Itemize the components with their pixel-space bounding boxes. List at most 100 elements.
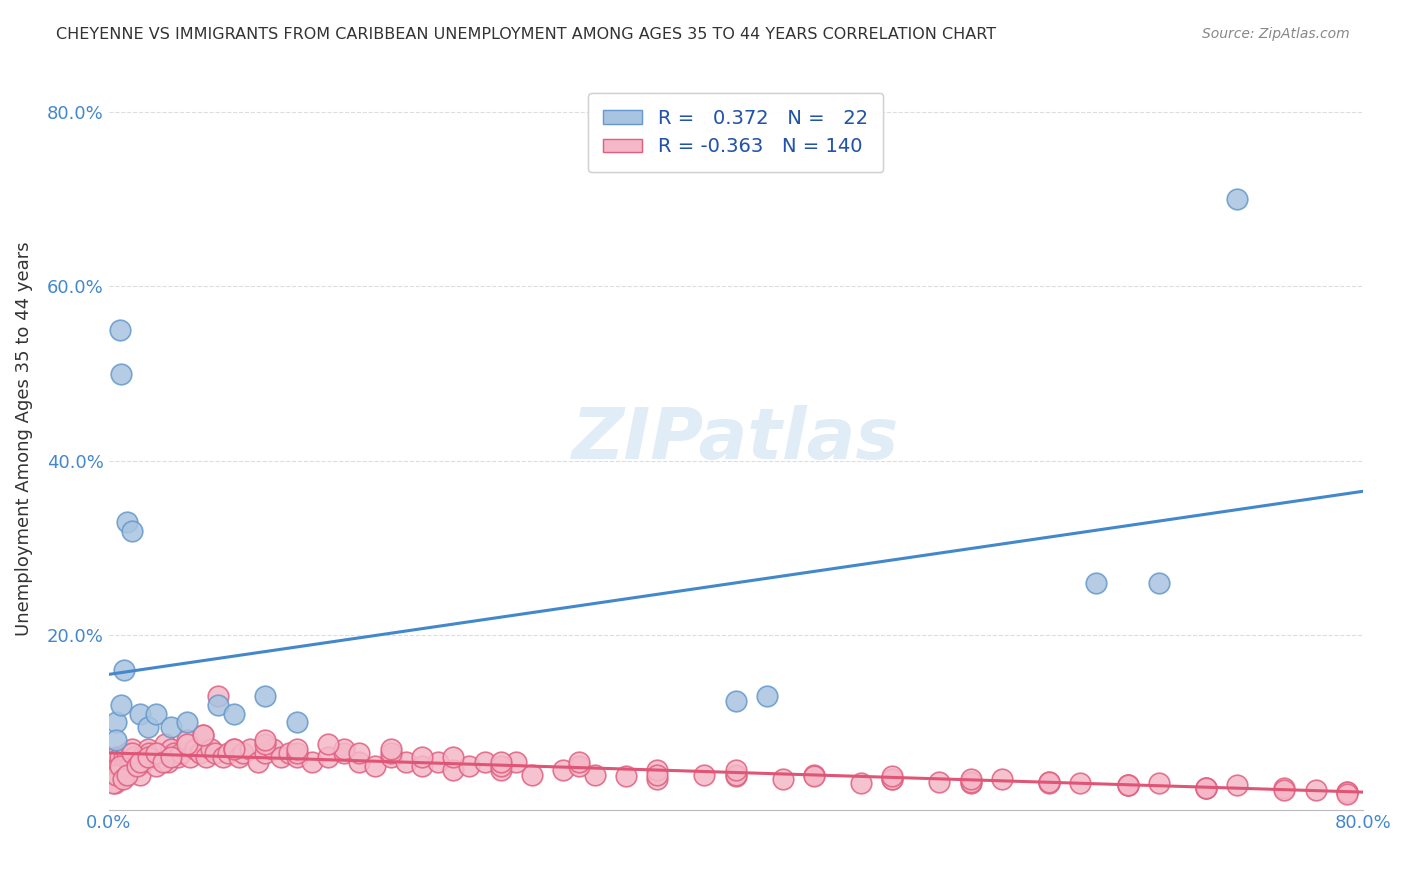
Point bbox=[160, 741, 183, 756]
Point bbox=[112, 759, 135, 773]
Point bbox=[426, 755, 449, 769]
Point bbox=[176, 715, 198, 730]
Point bbox=[1336, 785, 1358, 799]
Point bbox=[228, 750, 250, 764]
Point bbox=[145, 706, 167, 721]
Point bbox=[212, 750, 235, 764]
Point bbox=[849, 776, 872, 790]
Point bbox=[254, 737, 277, 751]
Point bbox=[107, 759, 129, 773]
Point bbox=[772, 772, 794, 786]
Point bbox=[150, 750, 173, 764]
Point bbox=[191, 728, 214, 742]
Point bbox=[112, 663, 135, 677]
Point bbox=[131, 750, 153, 764]
Point bbox=[108, 323, 131, 337]
Point bbox=[122, 750, 145, 764]
Point bbox=[349, 746, 371, 760]
Point bbox=[129, 706, 152, 721]
Point bbox=[1147, 575, 1170, 590]
Point bbox=[270, 750, 292, 764]
Point bbox=[1272, 780, 1295, 795]
Point bbox=[411, 759, 433, 773]
Point bbox=[882, 772, 904, 786]
Point bbox=[204, 746, 226, 760]
Point bbox=[395, 755, 418, 769]
Point bbox=[108, 759, 131, 773]
Point bbox=[277, 746, 299, 760]
Point bbox=[141, 750, 163, 764]
Point bbox=[1147, 776, 1170, 790]
Point bbox=[105, 759, 128, 773]
Point bbox=[364, 759, 387, 773]
Point bbox=[105, 715, 128, 730]
Point bbox=[568, 755, 591, 769]
Point bbox=[184, 741, 207, 756]
Point bbox=[332, 741, 354, 756]
Point bbox=[194, 750, 217, 764]
Point bbox=[117, 767, 139, 781]
Point bbox=[285, 746, 308, 760]
Point bbox=[125, 755, 148, 769]
Point bbox=[1195, 780, 1218, 795]
Point bbox=[121, 746, 143, 760]
Point bbox=[316, 737, 339, 751]
Point bbox=[380, 746, 402, 760]
Point bbox=[285, 750, 308, 764]
Point bbox=[645, 767, 668, 781]
Point bbox=[145, 759, 167, 773]
Point bbox=[152, 755, 174, 769]
Point bbox=[489, 755, 512, 769]
Point bbox=[107, 767, 129, 781]
Point bbox=[246, 755, 269, 769]
Point bbox=[217, 746, 239, 760]
Point bbox=[756, 690, 779, 704]
Point bbox=[411, 750, 433, 764]
Point bbox=[568, 759, 591, 773]
Point bbox=[1336, 785, 1358, 799]
Point bbox=[176, 732, 198, 747]
Point bbox=[222, 741, 245, 756]
Point bbox=[103, 767, 125, 781]
Point bbox=[1305, 783, 1327, 797]
Point bbox=[1085, 575, 1108, 590]
Point bbox=[110, 759, 132, 773]
Point bbox=[474, 755, 496, 769]
Point bbox=[160, 750, 183, 764]
Point bbox=[105, 767, 128, 781]
Point bbox=[1226, 778, 1249, 792]
Point bbox=[489, 764, 512, 778]
Point bbox=[614, 769, 637, 783]
Point bbox=[959, 776, 981, 790]
Point bbox=[458, 759, 481, 773]
Point bbox=[118, 759, 141, 773]
Point bbox=[111, 772, 134, 786]
Point bbox=[125, 759, 148, 773]
Point bbox=[170, 746, 193, 760]
Point bbox=[1195, 780, 1218, 795]
Point bbox=[104, 776, 127, 790]
Point bbox=[520, 767, 543, 781]
Point bbox=[136, 720, 159, 734]
Point bbox=[1038, 776, 1060, 790]
Point bbox=[724, 767, 747, 781]
Point bbox=[136, 750, 159, 764]
Legend: R =   0.372   N =   22, R = -0.363   N = 140: R = 0.372 N = 22, R = -0.363 N = 140 bbox=[588, 93, 883, 172]
Point bbox=[200, 741, 222, 756]
Point bbox=[882, 769, 904, 783]
Point bbox=[443, 764, 465, 778]
Point bbox=[254, 690, 277, 704]
Point bbox=[157, 755, 180, 769]
Point bbox=[103, 776, 125, 790]
Point bbox=[117, 746, 139, 760]
Point bbox=[285, 715, 308, 730]
Point bbox=[1226, 192, 1249, 206]
Point bbox=[179, 750, 201, 764]
Point bbox=[105, 732, 128, 747]
Point bbox=[693, 767, 716, 781]
Point bbox=[121, 741, 143, 756]
Point bbox=[207, 698, 229, 712]
Point bbox=[254, 746, 277, 760]
Point bbox=[489, 759, 512, 773]
Point bbox=[928, 774, 950, 789]
